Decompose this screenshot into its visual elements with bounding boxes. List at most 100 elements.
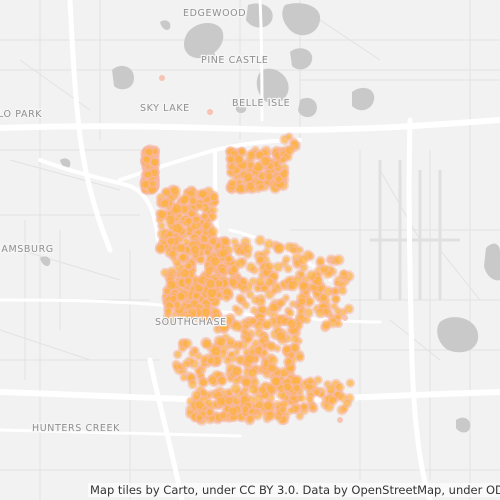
density-dot (177, 293, 185, 301)
density-dot-halo (231, 304, 240, 313)
density-dot (269, 303, 278, 312)
density-dot (256, 278, 264, 286)
density-dot (339, 287, 346, 294)
density-dot (327, 257, 333, 263)
density-dot (321, 265, 328, 273)
density-dot (193, 216, 199, 223)
density-dot (191, 246, 199, 254)
density-dot (274, 263, 282, 271)
density-dot-halo (193, 367, 203, 376)
density-dot-halo (312, 388, 321, 397)
density-dot (201, 308, 210, 317)
density-dot (141, 180, 149, 189)
density-dot (245, 336, 252, 343)
density-dot-halo (272, 242, 285, 255)
density-dot-halo (143, 169, 154, 180)
density-dot-halo (264, 172, 274, 182)
density-dot (265, 278, 273, 286)
density-dot (243, 245, 252, 253)
density-dot-halo (225, 336, 236, 347)
density-dot (176, 244, 185, 253)
density-dot (163, 188, 170, 196)
density-dot (286, 146, 294, 155)
density-dot-halo (142, 154, 152, 165)
density-dot (268, 343, 276, 351)
density-dot-halo (139, 179, 151, 190)
density-dot-halo (197, 188, 209, 200)
density-dot-halo (234, 183, 246, 195)
density-dot-halo (245, 261, 257, 273)
density-dot-halo (247, 383, 260, 396)
density-dot-halo (272, 261, 284, 273)
density-dot (322, 321, 331, 329)
density-dot-halo (148, 179, 158, 189)
density-dot (166, 216, 175, 225)
map-attribution: Map tiles by Carto, under CC BY 3.0. Dat… (88, 483, 500, 497)
density-dot-halo (218, 410, 228, 421)
density-dot (174, 302, 181, 308)
density-dot (242, 378, 250, 386)
density-dot (248, 162, 254, 168)
density-dot-halo (227, 177, 238, 188)
density-dot (329, 397, 337, 404)
density-dot (227, 338, 234, 345)
density-dot (225, 255, 232, 262)
density-dot-halo (330, 293, 341, 305)
density-dot-halo (302, 315, 312, 325)
density-dot (185, 218, 192, 224)
density-dot-halo (231, 365, 243, 378)
density-dot-halo (194, 413, 204, 423)
density-dot (280, 407, 286, 413)
density-dot (183, 339, 191, 348)
density-dot (232, 322, 241, 331)
density-dot (200, 389, 207, 397)
density-dot (208, 227, 217, 236)
density-dot-halo (281, 254, 291, 264)
density-dot-halo (161, 186, 172, 198)
density-dot-halo (321, 307, 331, 316)
density-dot (242, 329, 248, 335)
density-dot-halo (284, 144, 296, 156)
density-dot-halo (305, 269, 318, 282)
density-dot-halo (263, 238, 275, 250)
density-dot-halo (289, 342, 301, 353)
density-dot (288, 281, 298, 290)
density-dot-halo (276, 298, 286, 308)
density-dot (262, 350, 268, 356)
density-dot (287, 320, 296, 328)
density-dot (229, 164, 235, 170)
density-dot (237, 296, 243, 302)
density-dot (347, 380, 354, 387)
density-dot (247, 291, 253, 298)
density-dot (254, 162, 263, 171)
density-dot-halo (297, 296, 308, 307)
airport-runways (370, 160, 460, 300)
density-dot (274, 244, 283, 253)
density-dot (192, 391, 200, 399)
density-dot (217, 338, 226, 346)
density-dot (201, 356, 207, 363)
density-dot (202, 213, 207, 219)
density-dot (227, 155, 235, 163)
density-dot (247, 415, 254, 422)
density-dot-halo (214, 278, 224, 289)
density-dot (244, 173, 252, 182)
density-dot-halo (275, 330, 287, 343)
density-dot (267, 385, 275, 393)
density-dot (327, 385, 335, 393)
density-dot (189, 380, 197, 388)
density-dot (266, 411, 275, 420)
density-dot-halo (289, 334, 300, 345)
density-dot-halo (259, 155, 272, 168)
density-dot (259, 338, 265, 344)
density-dot (307, 378, 314, 384)
density-dot-halo (169, 185, 181, 197)
density-dot-halo (285, 308, 295, 319)
density-dot (250, 318, 256, 325)
density-dot (215, 243, 221, 249)
density-dot (290, 247, 297, 254)
density-dot (195, 401, 204, 409)
density-dot-halo (243, 335, 253, 345)
